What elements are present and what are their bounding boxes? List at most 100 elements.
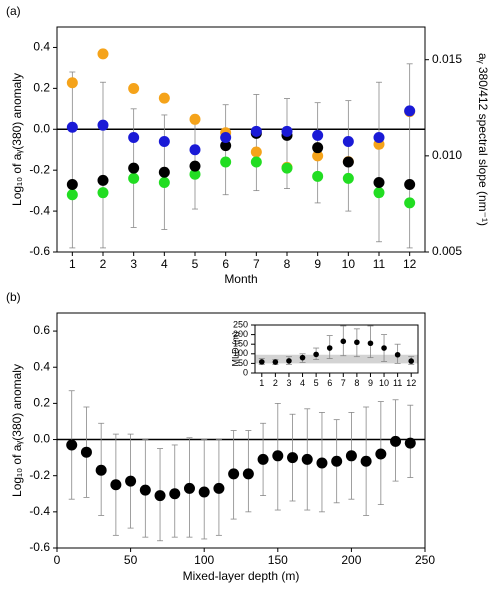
x-tick-label: 10 <box>342 257 356 271</box>
data-point <box>66 121 78 133</box>
plot-frame <box>254 324 419 374</box>
y2-tick-label: 0.015 <box>432 52 462 66</box>
x-tick-label: 7 <box>253 257 260 271</box>
y-tick-label: -0.2 <box>29 162 50 176</box>
data-point <box>281 162 293 174</box>
data-point <box>272 359 279 365</box>
y-tick-label: -0.2 <box>29 468 50 482</box>
data-point <box>345 450 357 462</box>
data-point <box>375 448 387 460</box>
data-point <box>242 468 254 480</box>
y-tick-label: 200 <box>233 329 248 339</box>
data-point <box>281 125 293 137</box>
data-point <box>220 140 232 152</box>
data-point <box>228 468 240 480</box>
y-tick-label: 0.2 <box>33 396 50 410</box>
x-tick-label: 5 <box>314 378 319 388</box>
data-point <box>257 453 269 465</box>
data-point <box>312 129 324 141</box>
data-point <box>404 105 416 117</box>
data-point <box>128 162 140 174</box>
x-tick-label: 11 <box>373 257 386 271</box>
data-point <box>66 439 78 451</box>
data-point <box>169 488 181 500</box>
data-point <box>373 176 385 188</box>
data-point <box>373 187 385 199</box>
data-point <box>354 339 360 346</box>
x-tick-label: 150 <box>268 553 288 567</box>
y-tick-label: 0.2 <box>33 81 50 95</box>
x-tick-label: 50 <box>124 553 138 567</box>
x-tick-label: 5 <box>192 257 199 271</box>
shaded-band <box>255 354 418 364</box>
data-point <box>286 358 292 364</box>
x-tick-label: 6 <box>222 257 229 271</box>
data-point <box>373 131 385 143</box>
plot-frame <box>56 26 426 253</box>
data-point <box>360 455 372 467</box>
x-tick-label: 4 <box>161 257 168 271</box>
y-tick-label: 150 <box>233 339 248 349</box>
data-point <box>95 464 107 476</box>
y-tick-label: 0.4 <box>33 40 50 54</box>
x-tick-label: 10 <box>379 378 389 388</box>
x-axis-label: Month <box>224 272 257 286</box>
data-point <box>316 457 328 469</box>
plot-area <box>57 27 425 252</box>
panel-label: (a) <box>6 4 21 18</box>
x-axis-label: Mixed-layer depth (m) <box>183 569 300 583</box>
x-tick-label: 11 <box>393 378 402 388</box>
data-point <box>404 197 416 209</box>
data-point <box>404 179 416 190</box>
data-point <box>313 351 319 358</box>
y-tick-label: 50 <box>238 358 248 368</box>
data-point <box>250 146 262 158</box>
data-point <box>154 490 166 502</box>
x-tick-label: 3 <box>130 257 137 271</box>
data-point <box>390 435 402 447</box>
data-point <box>110 479 122 491</box>
data-point <box>158 92 170 104</box>
x-tick-label: 100 <box>194 553 214 567</box>
data-point <box>97 119 109 131</box>
x-tick-label: 12 <box>403 257 417 271</box>
x-tick-label: 0 <box>54 553 61 567</box>
plot-area <box>255 325 418 373</box>
data-point <box>312 142 324 154</box>
data-point <box>66 189 78 201</box>
panel-label: (b) <box>6 290 21 304</box>
data-point <box>312 170 324 182</box>
x-tick-label: 4 <box>300 378 305 388</box>
x-tick-label: 3 <box>286 378 291 388</box>
x-tick-label: 9 <box>368 378 373 388</box>
y-tick-label: 250 <box>233 319 248 329</box>
data-point <box>189 160 201 172</box>
data-point <box>342 136 354 148</box>
y2-axis-label: aᵧ 380/412 spectral slope (nm⁻¹) <box>476 53 490 226</box>
data-point <box>340 338 347 345</box>
data-point <box>97 174 109 186</box>
data-point <box>220 131 232 143</box>
data-point <box>66 179 78 190</box>
data-point <box>97 48 109 60</box>
data-point <box>80 446 92 458</box>
y-axis-label: Log₁₀ of aᵧ(380) anomaly <box>10 73 24 206</box>
data-point <box>287 452 299 464</box>
y-tick-label: 0.6 <box>33 323 50 337</box>
x-tick-label: 8 <box>284 257 291 271</box>
y-axis-label: MLD (m) <box>230 332 240 367</box>
data-point <box>189 144 201 156</box>
y2-tick-label: 0.010 <box>432 148 462 162</box>
y-tick-label: 0.0 <box>33 432 50 446</box>
data-point <box>128 83 140 95</box>
x-tick-label: 1 <box>69 257 76 271</box>
data-point <box>158 166 170 178</box>
x-tick-label: 7 <box>341 378 346 388</box>
data-point <box>331 455 343 467</box>
y-tick-label: 0.4 <box>33 359 50 373</box>
y-tick-label: -0.6 <box>29 540 50 554</box>
data-point <box>408 358 415 364</box>
data-point <box>404 437 416 449</box>
data-point <box>183 482 195 494</box>
data-point <box>272 450 284 462</box>
